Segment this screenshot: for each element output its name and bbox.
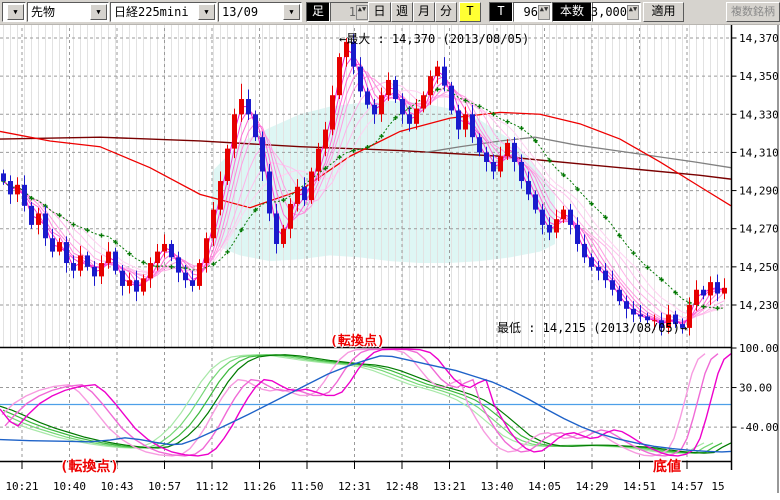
ashi-label: 足: [306, 2, 330, 22]
bars-count-value[interactable]: 3,000: [590, 5, 627, 19]
svg-text:30.00: 30.00: [739, 382, 772, 395]
svg-text:14:05: 14:05: [528, 480, 561, 493]
svg-text:14,350: 14,350: [739, 70, 779, 83]
svg-text:100.00: 100.00: [739, 342, 779, 355]
symbol-combo[interactable]: 日経225mini ▼: [110, 2, 217, 22]
category-combo-value: 先物: [31, 5, 56, 19]
min-price-annotation: 最低 : 14,215 (2013/08/05)→: [497, 321, 688, 335]
svg-text:15: 15: [711, 480, 724, 493]
tick-toggle-button[interactable]: T: [459, 2, 481, 22]
svg-text:14,270: 14,270: [739, 223, 779, 236]
spinner-icon: ▲▼: [356, 5, 368, 20]
svg-text:12:48: 12:48: [385, 480, 418, 493]
tick-count-stepper[interactable]: 96 ▲▼: [513, 2, 552, 22]
svg-text:14:29: 14:29: [575, 480, 608, 493]
svg-text:14,330: 14,330: [739, 108, 779, 121]
svg-text:-40.00: -40.00: [739, 421, 779, 434]
chevron-down-icon[interactable]: ▼: [90, 4, 107, 20]
svg-text:10:21: 10:21: [5, 480, 38, 493]
contract-combo-value: 13/09: [222, 5, 259, 19]
svg-text:13:40: 13:40: [480, 480, 513, 493]
bottom-price-label: 底値: [653, 459, 681, 475]
bars-count-stepper[interactable]: 3,000 ▲▼: [590, 2, 641, 22]
t-label: T: [489, 2, 513, 22]
toolbar: ▼ 先物 ▼ 日経225mini ▼ 13/09 ▼ 足 1 ▲▼ 日 週 月 …: [0, 0, 780, 25]
tick-count-value[interactable]: 96: [523, 5, 538, 19]
svg-text:14:57: 14:57: [670, 480, 703, 493]
svg-text:10:57: 10:57: [148, 480, 181, 493]
svg-text:13:21: 13:21: [433, 480, 466, 493]
svg-text:10:40: 10:40: [53, 480, 86, 493]
contract-month-combo[interactable]: 13/09 ▼: [218, 2, 302, 22]
period-month-button[interactable]: 月: [413, 2, 435, 22]
period-week-button[interactable]: 週: [391, 2, 413, 22]
svg-text:14,250: 14,250: [739, 261, 779, 274]
svg-text:14:51: 14:51: [623, 480, 656, 493]
svg-text:11:26: 11:26: [243, 480, 276, 493]
spinner-icon[interactable]: ▲▼: [538, 5, 550, 20]
svg-text:14,290: 14,290: [739, 185, 779, 198]
period-day-button[interactable]: 日: [368, 2, 391, 22]
max-price-annotation: ←最大 : 14,370 (2013/08/05): [339, 32, 530, 46]
symbol-combo-value: 日経225mini: [114, 5, 189, 19]
svg-text:14,310: 14,310: [739, 146, 779, 159]
apply-button[interactable]: 適用: [643, 2, 684, 22]
chevron-down-icon[interactable]: ▼: [7, 4, 24, 20]
svg-text:12:31: 12:31: [338, 480, 371, 493]
chevron-down-icon[interactable]: ▼: [198, 4, 215, 20]
multi-symbol-button[interactable]: 複数銘柄: [726, 2, 780, 22]
chevron-down-icon[interactable]: ▼: [283, 4, 300, 20]
svg-text:10:43: 10:43: [100, 480, 133, 493]
tenkan-point-label-bottom: (転換点): [60, 459, 119, 475]
tenkan-point-label-top: (転換点): [330, 334, 385, 349]
svg-text:11:50: 11:50: [290, 480, 323, 493]
category-combo[interactable]: 先物 ▼: [27, 2, 109, 22]
svg-text:11:12: 11:12: [195, 480, 228, 493]
interval-value: 1: [348, 5, 356, 19]
svg-text:14,230: 14,230: [739, 299, 779, 312]
spinner-icon[interactable]: ▲▼: [627, 5, 639, 20]
interval-stepper: 1 ▲▼: [330, 2, 370, 22]
bars-label: 本数: [552, 2, 592, 22]
svg-text:14,370: 14,370: [739, 32, 779, 45]
mini-dropdown[interactable]: ▼: [2, 2, 26, 22]
period-minute-button[interactable]: 分: [435, 2, 457, 22]
